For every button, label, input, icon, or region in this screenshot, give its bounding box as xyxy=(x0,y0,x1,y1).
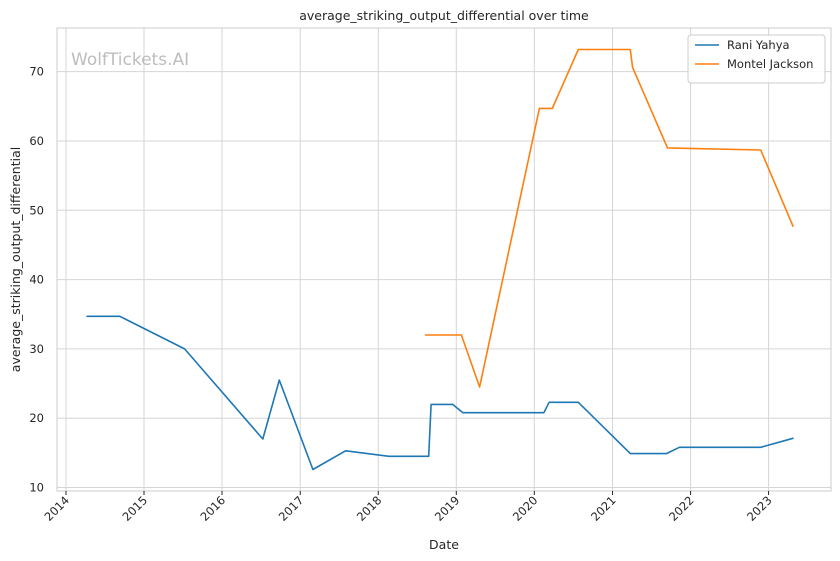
legend-label: Montel Jackson xyxy=(727,57,813,71)
x-axis-title: Date xyxy=(429,537,459,552)
y-tick-label: 50 xyxy=(29,203,44,217)
chart-title: average_striking_output_differential ove… xyxy=(299,8,589,23)
y-tick-label: 20 xyxy=(29,411,44,425)
grid xyxy=(57,28,831,491)
y-axis-title: average_striking_output_differential xyxy=(8,147,23,372)
legend: Rani Yahya Montel Jackson xyxy=(687,34,826,84)
y-tick-label: 10 xyxy=(29,481,44,495)
legend-box xyxy=(687,34,826,84)
plot-area-frame xyxy=(56,27,832,492)
y-tick-label: 60 xyxy=(29,134,44,148)
series-line-2 xyxy=(424,48,794,388)
watermark: WolfTickets.AI xyxy=(71,50,189,70)
y-tick-label: 30 xyxy=(29,342,44,356)
y-axis-ticks: 10 20 30 40 50 60 70 xyxy=(29,65,44,495)
series-lines xyxy=(86,48,794,471)
y-tick-label: 70 xyxy=(29,65,44,79)
series-line-1 xyxy=(86,315,794,471)
legend-label: Rani Yahya xyxy=(727,38,790,52)
y-tick-label: 40 xyxy=(29,273,44,287)
